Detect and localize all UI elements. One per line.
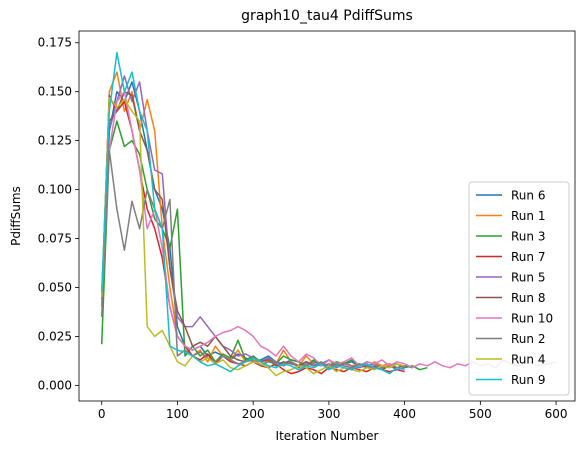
x-tick-label: 400	[393, 407, 416, 421]
x-tick-label: 600	[545, 407, 568, 421]
x-tick-label: 300	[317, 407, 340, 421]
legend-label: Run 8	[511, 291, 545, 305]
series-line-run-9	[100, 51, 405, 375]
y-tick-label: 0.025	[38, 329, 72, 343]
y-tick-label: 0.000	[38, 378, 72, 392]
x-axis-ticks: 0 100 200 300 400 500 600	[98, 401, 568, 421]
legend-label: Run 9	[511, 373, 545, 387]
x-tick-label: 200	[242, 407, 265, 421]
x-axis-label: Iteration Number	[276, 429, 379, 443]
series-line-run-2	[100, 149, 405, 371]
y-tick-label: 0.100	[38, 183, 72, 197]
y-tick-label: 0.075	[38, 232, 72, 246]
y-axis-ticks: 0.000 0.025 0.050 0.075 0.100 0.125 0.150 0.175	[38, 36, 79, 392]
y-tick-label: 0.150	[38, 85, 72, 99]
y-tick-label: 0.125	[38, 134, 72, 148]
plot-frame	[78, 30, 576, 402]
legend-label: Run 6	[511, 189, 545, 203]
y-tick-label: 0.175	[38, 36, 72, 50]
legend-label: Run 4	[511, 353, 545, 367]
legend-label: Run 5	[511, 271, 545, 285]
legend-label: Run 7	[511, 250, 545, 264]
series-line-run-4	[100, 96, 405, 377]
y-axis-label: PdiffSums	[9, 186, 23, 246]
legend-label: Run 1	[511, 209, 545, 223]
y-tick-label: 0.050	[38, 280, 72, 294]
legend-label: Run 10	[511, 312, 553, 326]
legend-label: Run 3	[511, 230, 545, 244]
x-tick-label: 0	[98, 407, 106, 421]
legend: Run 6 Run 1 Run 3 Run 7 Run 5 Run 8 Run 10 Run …	[468, 181, 570, 396]
legend-label: Run 2	[511, 332, 545, 346]
x-tick-label: 100	[166, 407, 189, 421]
x-tick-label: 500	[469, 407, 492, 421]
chart-title: graph10_tau4 PdiffSums	[241, 8, 413, 24]
